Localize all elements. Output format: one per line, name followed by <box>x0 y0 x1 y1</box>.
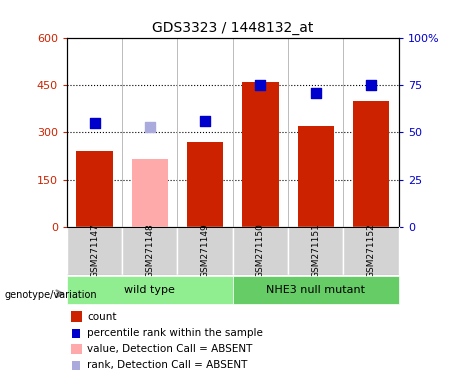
Point <box>257 83 264 89</box>
Bar <box>288 227 343 275</box>
Text: GSM271147: GSM271147 <box>90 223 99 278</box>
Text: NHE3 null mutant: NHE3 null mutant <box>266 285 365 295</box>
Bar <box>233 276 399 304</box>
Bar <box>353 101 390 227</box>
Point <box>367 83 375 89</box>
Bar <box>187 142 224 227</box>
Point <box>146 124 154 130</box>
Text: GSM271151: GSM271151 <box>311 223 320 278</box>
Bar <box>177 227 233 275</box>
Point <box>312 90 319 96</box>
Bar <box>76 151 113 227</box>
Bar <box>297 126 334 227</box>
Bar <box>131 159 168 227</box>
Text: count: count <box>87 312 117 322</box>
Title: GDS3323 / 1448132_at: GDS3323 / 1448132_at <box>152 21 313 35</box>
Text: rank, Detection Call = ABSENT: rank, Detection Call = ABSENT <box>87 360 248 370</box>
Bar <box>343 227 399 275</box>
Text: GSM271150: GSM271150 <box>256 223 265 278</box>
Bar <box>242 82 279 227</box>
Bar <box>122 227 177 275</box>
Text: percentile rank within the sample: percentile rank within the sample <box>87 328 263 338</box>
Text: value, Detection Call = ABSENT: value, Detection Call = ABSENT <box>87 344 253 354</box>
Bar <box>67 227 122 275</box>
Text: GSM271148: GSM271148 <box>145 223 154 278</box>
Text: GSM271152: GSM271152 <box>366 223 376 278</box>
Bar <box>233 227 288 275</box>
Text: wild type: wild type <box>124 285 175 295</box>
Point <box>201 118 209 124</box>
Bar <box>67 276 233 304</box>
Text: genotype/variation: genotype/variation <box>5 290 97 300</box>
Point <box>91 120 98 126</box>
Text: GSM271149: GSM271149 <box>201 223 210 278</box>
